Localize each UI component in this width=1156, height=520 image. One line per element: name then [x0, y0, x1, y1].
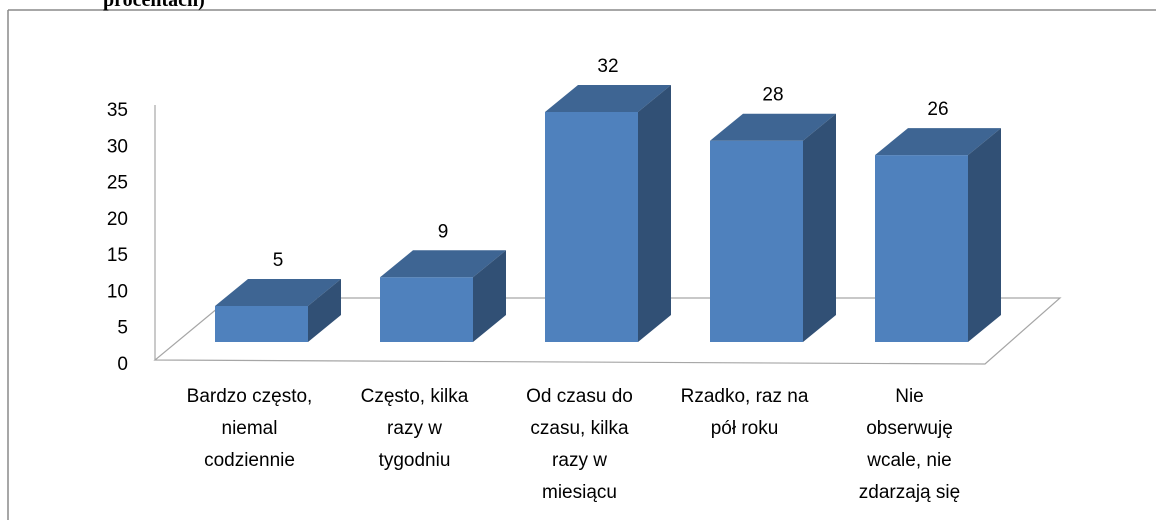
y-tick-label: 20	[107, 209, 128, 230]
y-tick-label: 15	[107, 245, 128, 266]
bar-top	[380, 250, 506, 278]
value-label: 32	[597, 56, 618, 77]
value-label: 28	[762, 85, 783, 106]
bar-side	[803, 113, 836, 342]
bar-front	[875, 155, 968, 342]
x-tick-label: Często, kilka razy w tygodniu	[360, 386, 469, 471]
bar-front	[215, 306, 308, 342]
y-tick-label: 30	[107, 136, 128, 157]
y-tick-label: 10	[107, 281, 128, 302]
x-tick-label: Rzadko, raz na pół roku	[680, 386, 809, 439]
x-tick-label: Od czasu do czasu, kilka razy w miesiącu	[526, 386, 633, 503]
bar	[875, 128, 1001, 342]
bar	[710, 113, 836, 342]
bar-side	[638, 84, 671, 343]
y-tick-label: 0	[117, 354, 128, 375]
bar-top	[545, 84, 671, 112]
floor	[153, 297, 1062, 365]
bar-side	[308, 279, 341, 342]
value-label: 5	[273, 250, 284, 271]
bar-top	[710, 113, 836, 141]
bar	[215, 279, 341, 342]
y-tick-label: 35	[107, 100, 128, 121]
chart-title: procentach)	[103, 0, 205, 11]
x-tick-label: Nie obserwuję wcale, nie zdarzają się	[858, 386, 961, 503]
bar	[545, 84, 671, 343]
bar-side	[473, 250, 506, 342]
value-label: 9	[438, 221, 449, 242]
bar-side	[968, 128, 1001, 342]
value-label: 26	[927, 99, 948, 120]
bar-front	[545, 111, 638, 342]
bar	[380, 250, 506, 342]
y-tick-label: 5	[117, 318, 128, 339]
y-tick-label: 25	[107, 173, 128, 194]
bar-front	[710, 140, 803, 342]
bar-front	[380, 277, 473, 342]
bar-top	[215, 279, 341, 307]
bar-top	[875, 128, 1001, 156]
x-tick-label: Bardzo często, niemal codziennie	[186, 386, 313, 471]
